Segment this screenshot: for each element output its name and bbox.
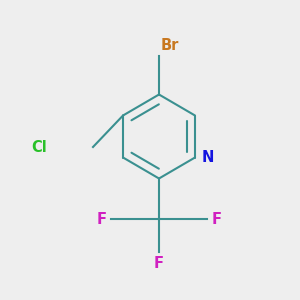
Text: Br: Br bbox=[160, 38, 179, 52]
Text: Cl: Cl bbox=[31, 140, 46, 154]
Text: F: F bbox=[154, 256, 164, 272]
Text: N: N bbox=[202, 150, 214, 165]
Text: F: F bbox=[212, 212, 221, 226]
Text: F: F bbox=[97, 212, 106, 226]
